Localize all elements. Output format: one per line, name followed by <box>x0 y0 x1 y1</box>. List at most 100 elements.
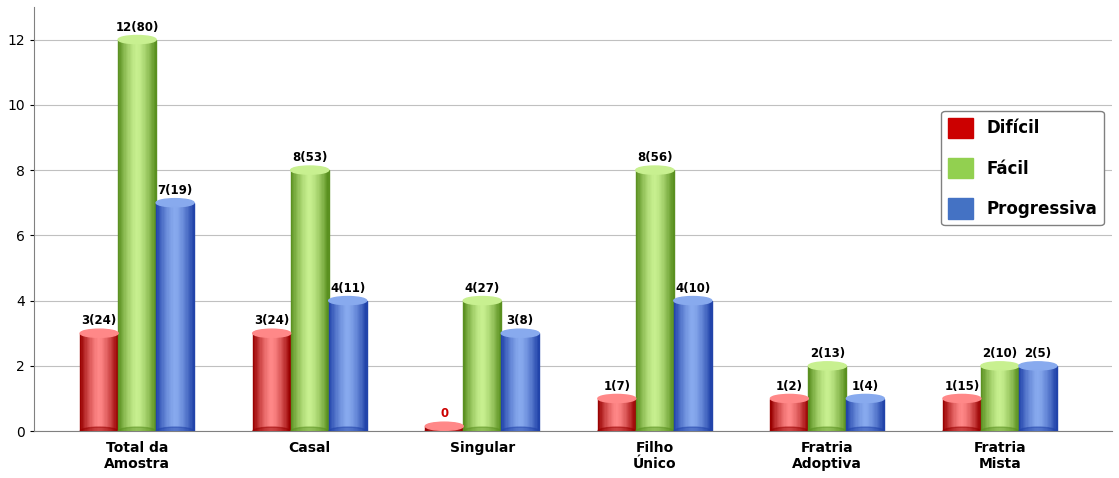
Bar <box>104 333 105 431</box>
Bar <box>453 426 454 431</box>
Bar <box>534 333 535 431</box>
Ellipse shape <box>808 427 846 435</box>
Bar <box>254 333 255 431</box>
Bar <box>615 399 617 431</box>
Bar <box>803 399 805 431</box>
Ellipse shape <box>425 427 463 435</box>
Ellipse shape <box>463 427 501 435</box>
Bar <box>861 399 862 431</box>
Bar <box>807 399 808 431</box>
Bar <box>173 203 175 431</box>
Bar <box>636 170 637 431</box>
Bar <box>114 333 115 431</box>
Bar <box>949 399 950 431</box>
Bar <box>164 203 167 431</box>
Bar <box>1033 366 1034 431</box>
Bar <box>1036 366 1037 431</box>
Bar <box>355 301 357 431</box>
Ellipse shape <box>981 362 1019 370</box>
Bar <box>446 426 448 431</box>
Bar <box>116 333 119 431</box>
Bar <box>878 399 880 431</box>
Bar <box>1016 366 1017 431</box>
Bar <box>816 366 817 431</box>
Bar <box>505 333 506 431</box>
Bar <box>637 170 638 431</box>
Bar <box>510 333 511 431</box>
Bar <box>333 301 335 431</box>
Bar <box>451 426 452 431</box>
Bar <box>480 301 481 431</box>
Bar <box>149 40 150 431</box>
Bar <box>529 333 530 431</box>
Bar <box>286 333 289 431</box>
Bar <box>965 399 966 431</box>
Bar <box>660 170 661 431</box>
Bar <box>1053 366 1054 431</box>
Bar <box>956 399 957 431</box>
Ellipse shape <box>846 427 884 435</box>
Bar <box>90 333 91 431</box>
Bar <box>168 203 169 431</box>
Bar <box>1026 366 1027 431</box>
Bar <box>466 301 467 431</box>
Bar <box>777 399 778 431</box>
Bar <box>967 399 968 431</box>
Bar <box>91 333 92 431</box>
Bar <box>788 399 789 431</box>
Bar <box>285 333 286 431</box>
Bar <box>598 399 599 431</box>
Bar <box>883 399 884 431</box>
Bar <box>880 399 881 431</box>
Bar <box>628 399 630 431</box>
Bar <box>103 333 104 431</box>
Bar <box>979 399 981 431</box>
Bar <box>786 399 787 431</box>
Bar <box>1006 366 1007 431</box>
Bar <box>779 399 781 431</box>
Bar <box>650 170 651 431</box>
Text: 1(15): 1(15) <box>944 380 979 392</box>
Bar <box>125 40 126 431</box>
Bar <box>331 301 332 431</box>
Bar <box>100 333 101 431</box>
Bar <box>707 301 708 431</box>
Bar <box>498 301 499 431</box>
Bar <box>448 426 450 431</box>
Bar <box>301 170 302 431</box>
Bar <box>515 333 516 431</box>
Bar <box>519 333 520 431</box>
Bar <box>649 170 650 431</box>
Bar <box>521 333 523 431</box>
Bar <box>1014 366 1015 431</box>
Bar <box>499 301 500 431</box>
Bar <box>463 301 464 431</box>
Bar <box>338 301 339 431</box>
Bar <box>874 399 875 431</box>
Bar <box>471 301 472 431</box>
Bar <box>182 203 184 431</box>
Bar <box>1017 366 1019 431</box>
Bar <box>1046 366 1049 431</box>
Bar <box>852 399 853 431</box>
Bar <box>812 366 814 431</box>
Bar <box>993 366 994 431</box>
Bar <box>998 366 1000 431</box>
Ellipse shape <box>119 427 157 435</box>
Bar <box>358 301 359 431</box>
Bar <box>341 301 342 431</box>
Bar <box>835 366 836 431</box>
Bar <box>679 301 680 431</box>
Bar <box>969 399 971 431</box>
Ellipse shape <box>253 427 291 435</box>
Bar <box>645 170 646 431</box>
Text: 12(80): 12(80) <box>115 21 159 34</box>
Text: 8(53): 8(53) <box>292 151 328 164</box>
Bar <box>458 426 460 431</box>
Bar <box>773 399 774 431</box>
Bar <box>342 301 344 431</box>
Bar <box>335 301 336 431</box>
Bar <box>278 333 280 431</box>
Bar <box>139 40 140 431</box>
Bar <box>431 426 432 431</box>
